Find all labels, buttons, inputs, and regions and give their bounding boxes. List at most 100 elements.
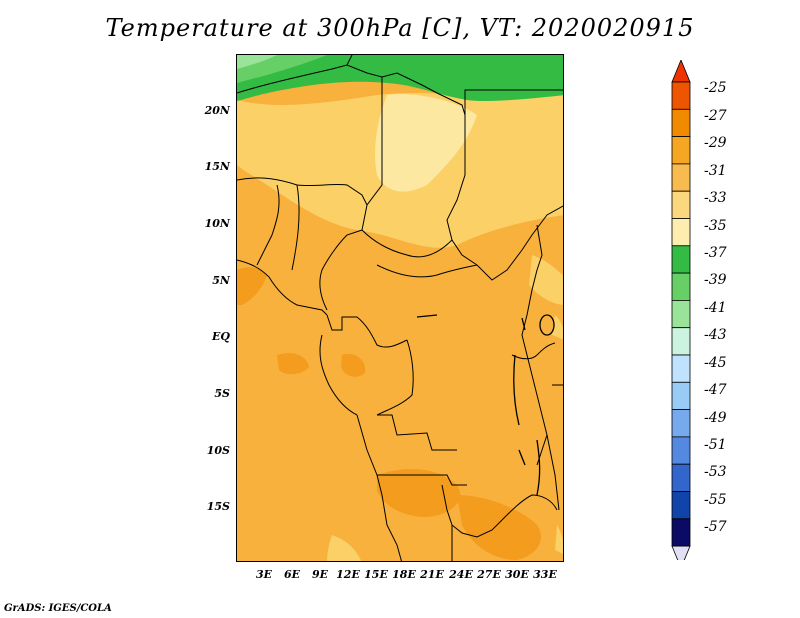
colorbar-label: -35 [704,218,727,234]
map-title: Temperature at 300hPa [C], VT: 202002091… [105,14,695,42]
lat-label-15n: 15N [204,160,230,173]
colorbar-label: -39 [704,272,727,288]
gulf-of-guinea-coast [237,259,328,316]
colorbar-label: -45 [704,355,727,371]
lon-label-6e: 6E [283,568,301,581]
political-boundaries [237,55,563,561]
colorbar-label: -51 [704,437,727,453]
colorbar-swatch [671,81,691,110]
angola-drc-border [377,414,457,451]
algeria-border [346,55,353,66]
colorbar-label: -37 [704,245,727,261]
lon-label-15e: 15E [364,568,388,581]
lat-label-15s: 15S [206,500,230,513]
congo-gabon-border [326,314,408,348]
colorbar-swatch [671,518,691,547]
colorbar-swatch [671,409,691,438]
colorbar-label: -29 [704,135,727,151]
lake-albert [521,317,526,331]
lat-label-5n: 5N [212,274,230,287]
colorbar-label: -33 [704,190,727,206]
lake-tanganyika [513,354,520,426]
hot-patch-central [341,354,366,377]
colorbar-label: -49 [704,410,727,426]
cameroon-border [319,229,363,311]
mild-patch-southwest [327,535,362,561]
zambia-border [441,484,503,538]
lon-label-9e: 9E [311,568,329,581]
colorbar [671,60,691,560]
lake-victoria [539,314,555,336]
hot-patch-southeast [457,495,541,560]
angola-zambia-border [377,474,467,486]
lat-label-5s: 5S [214,387,230,400]
colorbar-swatch [671,272,691,301]
lon-label-3e: 3E [255,568,273,581]
colorbar-label: -25 [704,80,727,96]
colorbar-label: -27 [704,108,727,124]
hot-patch-south [377,469,461,517]
cool-field-sahara [375,94,477,192]
colorbar-label: -55 [704,492,727,508]
lat-label-10n: 10N [204,217,230,230]
lon-label-24e: 24E [449,568,473,581]
east-africa-border [521,224,548,466]
colorbar-swatch [671,190,691,219]
mild-field-west [237,110,287,157]
colorbar-label: -57 [704,519,727,535]
kenya-border [536,342,556,356]
chad-car-border [361,229,453,258]
benin-border [256,184,280,266]
car-drc-border [376,264,478,278]
gabon-coast [319,334,358,416]
colorbar-swatch [671,218,691,247]
cold-belt-lighter [237,55,277,69]
colorbar-label: -47 [704,382,727,398]
hot-patch-coast [277,353,309,375]
lon-label-33e: 33E [533,568,557,581]
map-panel [236,54,564,562]
grads-credit: GrADS: IGES/COLA [4,603,112,614]
colorbar-swatch [671,108,691,137]
temperature-map [237,55,563,561]
colorbar-swatch [671,354,691,383]
lon-label-18e: 18E [392,568,416,581]
egypt-border [464,89,563,115]
colorbar-swatch [671,163,691,192]
mild-patch-east2 [552,315,563,340]
colorbar-under-arrow [671,545,691,560]
colorbar-swatch [671,136,691,165]
colorbar-swatch [671,245,691,274]
lake-mai-ndombe [416,314,438,318]
lat-label-eq: EQ [212,330,230,343]
chad-niger-border [361,77,383,231]
colorbar-label: -31 [704,163,727,179]
lon-label-12e: 12E [336,568,360,581]
colorbar-label: -53 [704,464,727,480]
lon-label-30e: 30E [505,568,529,581]
lakes [416,314,555,496]
nigeria-east-border [291,184,300,271]
colorbar-over-arrow [671,60,691,83]
hot-patch-gulf [237,267,267,305]
drc-west-border [376,339,414,416]
lon-label-27e: 27E [477,568,501,581]
lon-label-21e: 21E [420,568,444,581]
mozambique-border [501,494,558,521]
colorbar-swatch [671,463,691,492]
malawi-border [546,434,560,511]
colorbar-swatch [671,327,691,356]
colorbar-swatch [671,436,691,465]
colorbar-label: -43 [704,327,727,343]
colorbar-swatch [671,491,691,520]
angola-coast [356,414,402,561]
colorbar-swatch [671,299,691,329]
lat-label-10s: 10S [206,444,230,457]
lake-mweru [518,449,526,466]
lat-label-20n: 20N [204,104,230,117]
libya-border [237,64,466,116]
mild-patch-southeast [555,525,563,554]
colorbar-swatch [671,381,691,410]
lake-malawi [536,439,541,496]
colorbar-label: -41 [704,300,727,316]
